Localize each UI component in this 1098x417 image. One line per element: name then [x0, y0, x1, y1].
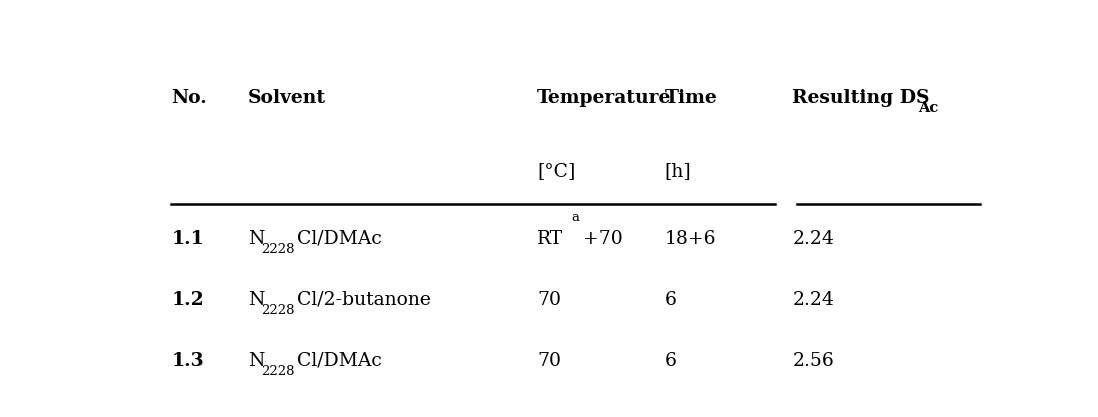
- Text: 6: 6: [665, 291, 676, 309]
- Text: 2228: 2228: [261, 304, 295, 317]
- Text: 1.3: 1.3: [171, 352, 204, 370]
- Text: 2.24: 2.24: [793, 291, 834, 309]
- Text: 6: 6: [665, 352, 676, 370]
- Text: 2228: 2228: [261, 243, 295, 256]
- Text: 70: 70: [537, 291, 561, 309]
- Text: [h]: [h]: [665, 163, 692, 181]
- Text: 70: 70: [537, 352, 561, 370]
- Text: Cl/2-butanone: Cl/2-butanone: [298, 291, 432, 309]
- Text: 18+6: 18+6: [665, 230, 716, 248]
- Text: a: a: [571, 211, 580, 224]
- Text: 2228: 2228: [261, 365, 295, 378]
- Text: 2.56: 2.56: [793, 352, 834, 370]
- Text: Cl/DMAc: Cl/DMAc: [298, 230, 382, 248]
- Text: No.: No.: [171, 88, 208, 107]
- Text: N: N: [248, 291, 265, 309]
- Text: Cl/DMAc: Cl/DMAc: [298, 352, 382, 370]
- Text: Ac: Ac: [918, 101, 939, 116]
- Text: RT: RT: [537, 230, 563, 248]
- Text: Resulting DS: Resulting DS: [793, 88, 930, 107]
- Text: Time: Time: [665, 88, 718, 107]
- Text: 2.24: 2.24: [793, 230, 834, 248]
- Text: Temperature: Temperature: [537, 88, 672, 107]
- Text: [°C]: [°C]: [537, 163, 575, 181]
- Text: 1.1: 1.1: [171, 230, 204, 248]
- Text: 1.2: 1.2: [171, 291, 204, 309]
- Text: Solvent: Solvent: [248, 88, 326, 107]
- Text: N: N: [248, 230, 265, 248]
- Text: N: N: [248, 352, 265, 370]
- Text: +70: +70: [583, 230, 623, 248]
